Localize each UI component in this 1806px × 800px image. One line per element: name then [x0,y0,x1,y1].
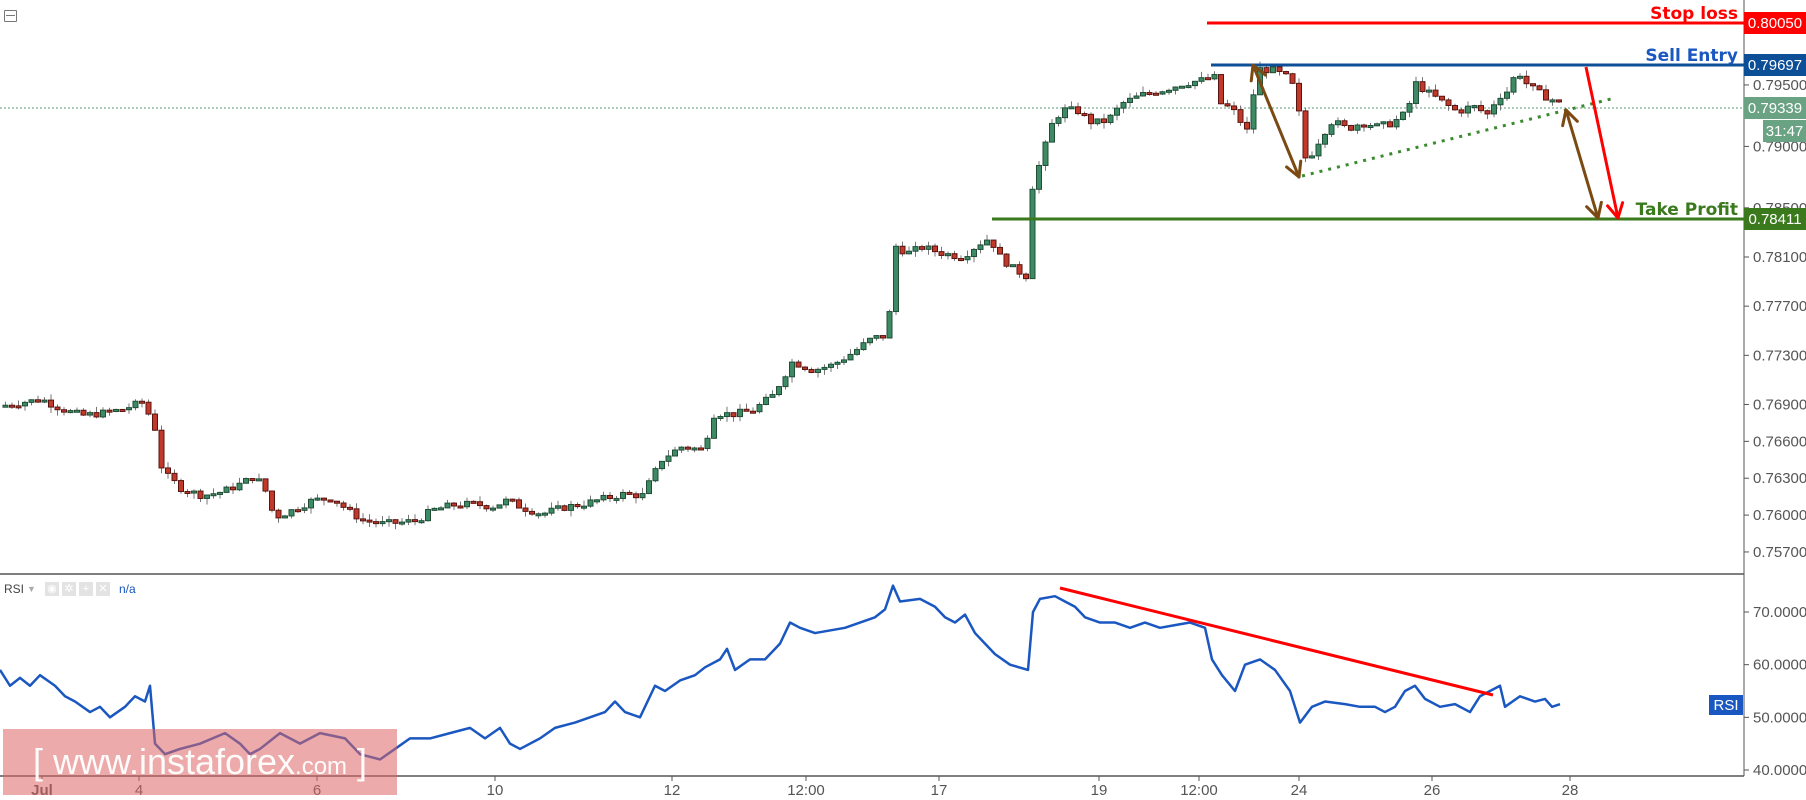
watermark-prefix: [ www. [32,741,139,782]
time-tick-label: 19 [1091,782,1108,798]
svg-text:0.79339: 0.79339 [1748,100,1802,117]
svg-text:RSI: RSI [1713,697,1738,714]
watermark-suffix: .com [295,753,348,780]
time-tick-label: 12:00 [787,782,825,798]
rsi-tag [1709,695,1743,715]
stop-loss-price-tag [1744,12,1806,34]
trade-levels: Stop loss Sell Entry Take Profit [992,4,1744,221]
price-tick-label: 0.79500 [1753,77,1806,94]
svg-text:31:47: 31:47 [1766,123,1804,140]
price-axis[interactable]: 0.795000.790000.785000.781000.777000.773… [1744,77,1806,561]
time-tick-label: 28 [1562,782,1579,798]
rsi-axis[interactable]: 70.0000 60.0000 50.0000 40.0000 [1744,604,1806,779]
time-tick-label: 24 [1291,782,1308,798]
rsi-value: n/a [118,582,136,596]
time-tick-label: 10 [487,782,504,798]
price-tick-label: 0.76000 [1753,507,1806,524]
time-tick-label: 26 [1424,782,1441,798]
price-tick-label: 0.75700 [1753,544,1806,561]
price-tick-label: 0.78100 [1753,249,1806,266]
rsi-tick-label: 60.0000 [1753,657,1806,674]
watermark-close: ] [347,741,368,782]
rsi-tick-label: 70.0000 [1753,604,1806,621]
price-tick-label: 0.76900 [1753,396,1806,413]
watermark: [ www.instaforex.com ] [3,729,397,795]
svg-text:0.80050: 0.80050 [1748,15,1802,32]
price-tick-label: 0.76600 [1753,433,1806,450]
countdown-tag [1763,120,1806,142]
rsi-title[interactable]: RSI [4,582,25,596]
eye-icon[interactable]: ◉ [44,582,59,596]
take-profit-price-tag [1744,208,1806,230]
plus-icon[interactable]: + [78,582,93,596]
price-tick-label: 0.79000 [1753,138,1806,155]
current-price-tag [1744,97,1806,119]
sell-entry-price-tag [1744,54,1806,76]
stop-loss-label: Stop loss [1650,4,1738,24]
price-tick-label: 0.77700 [1753,298,1806,315]
rsi-dropdown-icon[interactable]: ▼ [27,584,36,594]
take-profit-label: Take Profit [1636,200,1738,220]
rsi-legend: RSI ▼ ◉ ✲ + ✕ n/a [4,582,136,596]
price-tick-label: 0.76300 [1753,470,1806,487]
collapse-icon[interactable] [4,10,17,22]
price-tick-label: 0.77300 [1753,347,1806,364]
candlestick-series [2,61,1562,530]
watermark-brand: instaforex [138,741,296,782]
close-icon[interactable]: ✕ [95,582,110,596]
sell-entry-label: Sell Entry [1645,46,1738,66]
time-tick-label: 12 [664,782,681,798]
time-tick-label: 12:00 [1180,782,1218,798]
annotation-drawings [1249,63,1625,220]
time-tick-label: 17 [931,782,948,798]
price-tags: 0.80050 0.79697 0.79339 31:47 0.78411 RSI [1709,12,1806,715]
svg-text:0.78411: 0.78411 [1748,211,1801,228]
rsi-tick-label: 40.0000 [1753,762,1806,779]
rsi-tick-label: 50.0000 [1753,709,1806,726]
svg-text:0.79697: 0.79697 [1748,57,1802,74]
gear-icon[interactable]: ✲ [61,582,76,596]
